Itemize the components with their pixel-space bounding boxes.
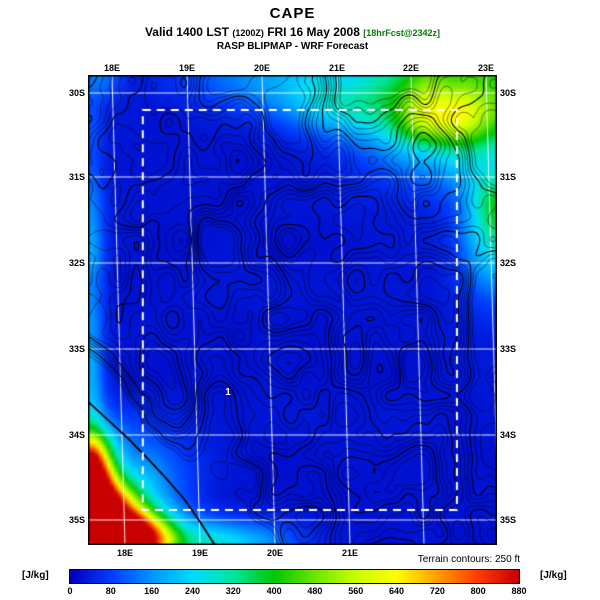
colorbar-tick-400: 400: [266, 586, 282, 596]
model-line: RASP BLIPMAP - WRF Forecast: [216, 41, 369, 52]
lat-label-left-31S: 31S: [68, 171, 85, 182]
colorbar-tick-480: 480: [307, 586, 323, 596]
lon-label-top-18E: 18E: [103, 63, 121, 73]
valid-line: Valid 1400 LST (1200Z) FRI 16 May 2008 […: [0, 25, 585, 39]
lat-label-right-31S: 31S: [500, 171, 517, 182]
lon-label-bottom-21E: 21E: [341, 548, 358, 558]
units-label-right: [J/kg]: [540, 570, 567, 581]
lat-label-left-32S: 32S: [68, 258, 85, 268]
valid-zulu-time: (1200Z): [232, 28, 264, 38]
lat-label-left-35S: 35S: [68, 514, 85, 525]
valid-date: FRI 16 May 2008: [267, 25, 360, 39]
colorbar-tick-0: 0: [67, 586, 73, 596]
lat-label-right-33S: 33S: [500, 344, 517, 354]
terrain-note: Terrain contours: 250 ft: [417, 554, 520, 565]
forecast-tag: [18hrFcst@2342z]: [363, 28, 441, 38]
lon-label-top-23E: 23E: [477, 63, 494, 73]
lon-label-top-19E: 19E: [179, 63, 196, 73]
lon-label-bottom-18E: 18E: [116, 548, 134, 558]
colorbar-tick-160: 160: [144, 586, 160, 596]
colorbar-tick-800: 800: [470, 586, 486, 596]
colorbar: [69, 569, 520, 584]
colorbar-tick-720: 720: [429, 586, 445, 596]
map-marker-1: 1: [225, 386, 231, 398]
lat-label-left-30S: 30S: [68, 88, 85, 98]
lon-label-bottom-19E: 19E: [192, 548, 209, 558]
lat-label-right-32S: 32S: [500, 258, 517, 268]
colorbar-tick-320: 320: [225, 586, 241, 596]
valid-prefix: Valid 1400 LST: [144, 25, 229, 39]
page-title: CAPE: [269, 5, 316, 22]
colorbar-tick-880: 880: [511, 586, 527, 596]
lat-label-right-30S: 30S: [500, 88, 517, 98]
colorbar-tick-80: 80: [105, 586, 116, 596]
colorbar-tick-240: 240: [184, 586, 200, 596]
colorbar-tick-560: 560: [348, 586, 364, 596]
lon-label-top-20E: 20E: [253, 63, 270, 73]
lat-label-left-34S: 34S: [68, 430, 85, 441]
lat-label-left-33S: 33S: [68, 344, 85, 354]
lon-label-top-21E: 21E: [328, 63, 345, 73]
header: CAPE Valid 1400 LST (1200Z) FRI 16 May 2…: [0, 5, 585, 52]
colorbar-tick-640: 640: [389, 586, 405, 596]
map-area: 1: [88, 75, 497, 545]
units-label-left: [J/kg]: [22, 570, 49, 581]
lat-label-right-34S: 34S: [500, 430, 517, 441]
lat-label-right-35S: 35S: [500, 514, 517, 525]
cape-field-canvas: [88, 75, 497, 545]
lon-label-top-22E: 22E: [402, 63, 419, 73]
lon-label-bottom-20E: 20E: [266, 548, 283, 558]
